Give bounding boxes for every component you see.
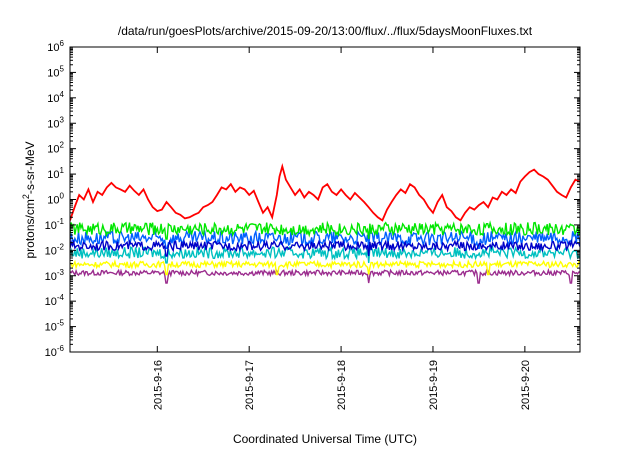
series-line bbox=[70, 267, 580, 284]
x-tick-label: 2015-9-17 bbox=[244, 360, 256, 410]
y-axis-label: protons/cm2-s-sr-MeV bbox=[21, 141, 37, 258]
y-tick-label: 106 bbox=[47, 39, 64, 54]
y-axis-label-sup: 2 bbox=[21, 194, 31, 199]
y-tick-label: 10-5 bbox=[45, 319, 65, 334]
x-tick-label: 2015-9-20 bbox=[520, 360, 532, 410]
plot-frame bbox=[69, 46, 581, 353]
y-tick-label: 100 bbox=[47, 192, 64, 207]
y-axis-label-rest: -s-sr-MeV bbox=[23, 141, 37, 194]
y-tick-label: 10-2 bbox=[45, 242, 65, 257]
y-tick-label: 105 bbox=[47, 64, 64, 79]
y-tick-label: 10-3 bbox=[45, 268, 65, 283]
y-tick-label: 10-6 bbox=[45, 344, 65, 359]
x-tick-label: 2015-9-18 bbox=[336, 360, 348, 410]
series-line bbox=[70, 238, 580, 257]
chart-title: /data/run/goesPlots/archive/2015-09-20/1… bbox=[118, 24, 533, 38]
y-axis: 10-6 10-5 10-4 10-3 10-2 10-1 100 101 102 103 104 1… bbox=[45, 39, 580, 359]
series-line bbox=[70, 258, 580, 276]
y-tick-label: 10-1 bbox=[45, 217, 65, 232]
y-tick-label: 102 bbox=[47, 141, 64, 156]
x-tick-label: 2015-9-19 bbox=[428, 360, 440, 410]
y-tick-label: 104 bbox=[47, 90, 64, 105]
y-axis-label-base: protons/cm bbox=[23, 199, 37, 258]
series-line bbox=[70, 245, 580, 264]
plot-area bbox=[70, 162, 580, 284]
x-axis-label: Coordinated Universal Time (UTC) bbox=[233, 432, 417, 446]
y-tick-label: 10-4 bbox=[45, 293, 65, 308]
y-tick-label: 101 bbox=[47, 166, 64, 181]
x-tick-label: 2015-9-16 bbox=[152, 360, 164, 410]
series-line bbox=[70, 162, 580, 222]
series-line bbox=[70, 220, 580, 240]
y-tick-label: 103 bbox=[47, 115, 64, 130]
x-axis: 2015-9-16 2015-9-17 2015-9-18 2015-9-19 2015… bbox=[152, 47, 532, 410]
